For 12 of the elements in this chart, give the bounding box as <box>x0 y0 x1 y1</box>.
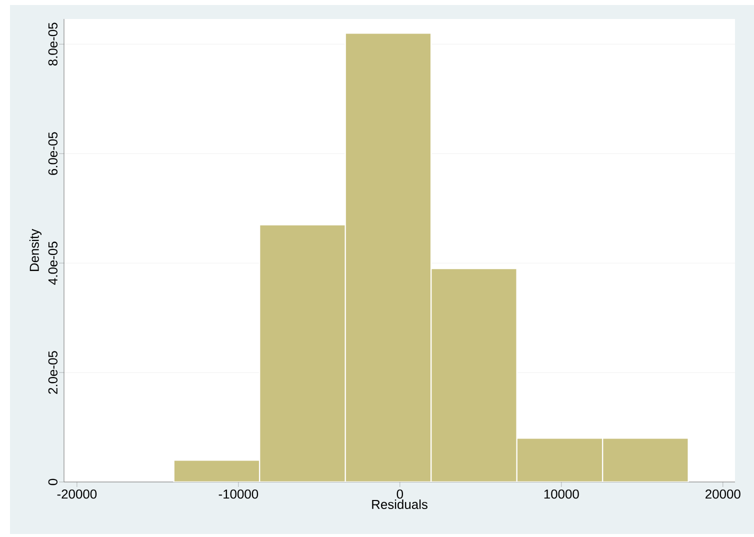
y-tick-label: 2.0e-05 <box>48 351 58 394</box>
x-tick-label: -10000 <box>218 490 258 499</box>
y-axis-title: Density <box>29 228 42 272</box>
x-tick-label: 10000 <box>544 490 579 499</box>
y-tick-label: 6.0e-05 <box>48 132 58 175</box>
x-tick-label: -20000 <box>57 490 97 499</box>
x-tick-label: 0 <box>396 490 404 499</box>
y-tick-label: 0 <box>48 478 58 486</box>
x-tick-label: 20000 <box>706 490 740 499</box>
y-tick-label: 4.0e-05 <box>48 242 58 285</box>
y-tick-label: 8.0e-05 <box>48 22 58 66</box>
x-axis-title: Residuals <box>372 500 428 510</box>
